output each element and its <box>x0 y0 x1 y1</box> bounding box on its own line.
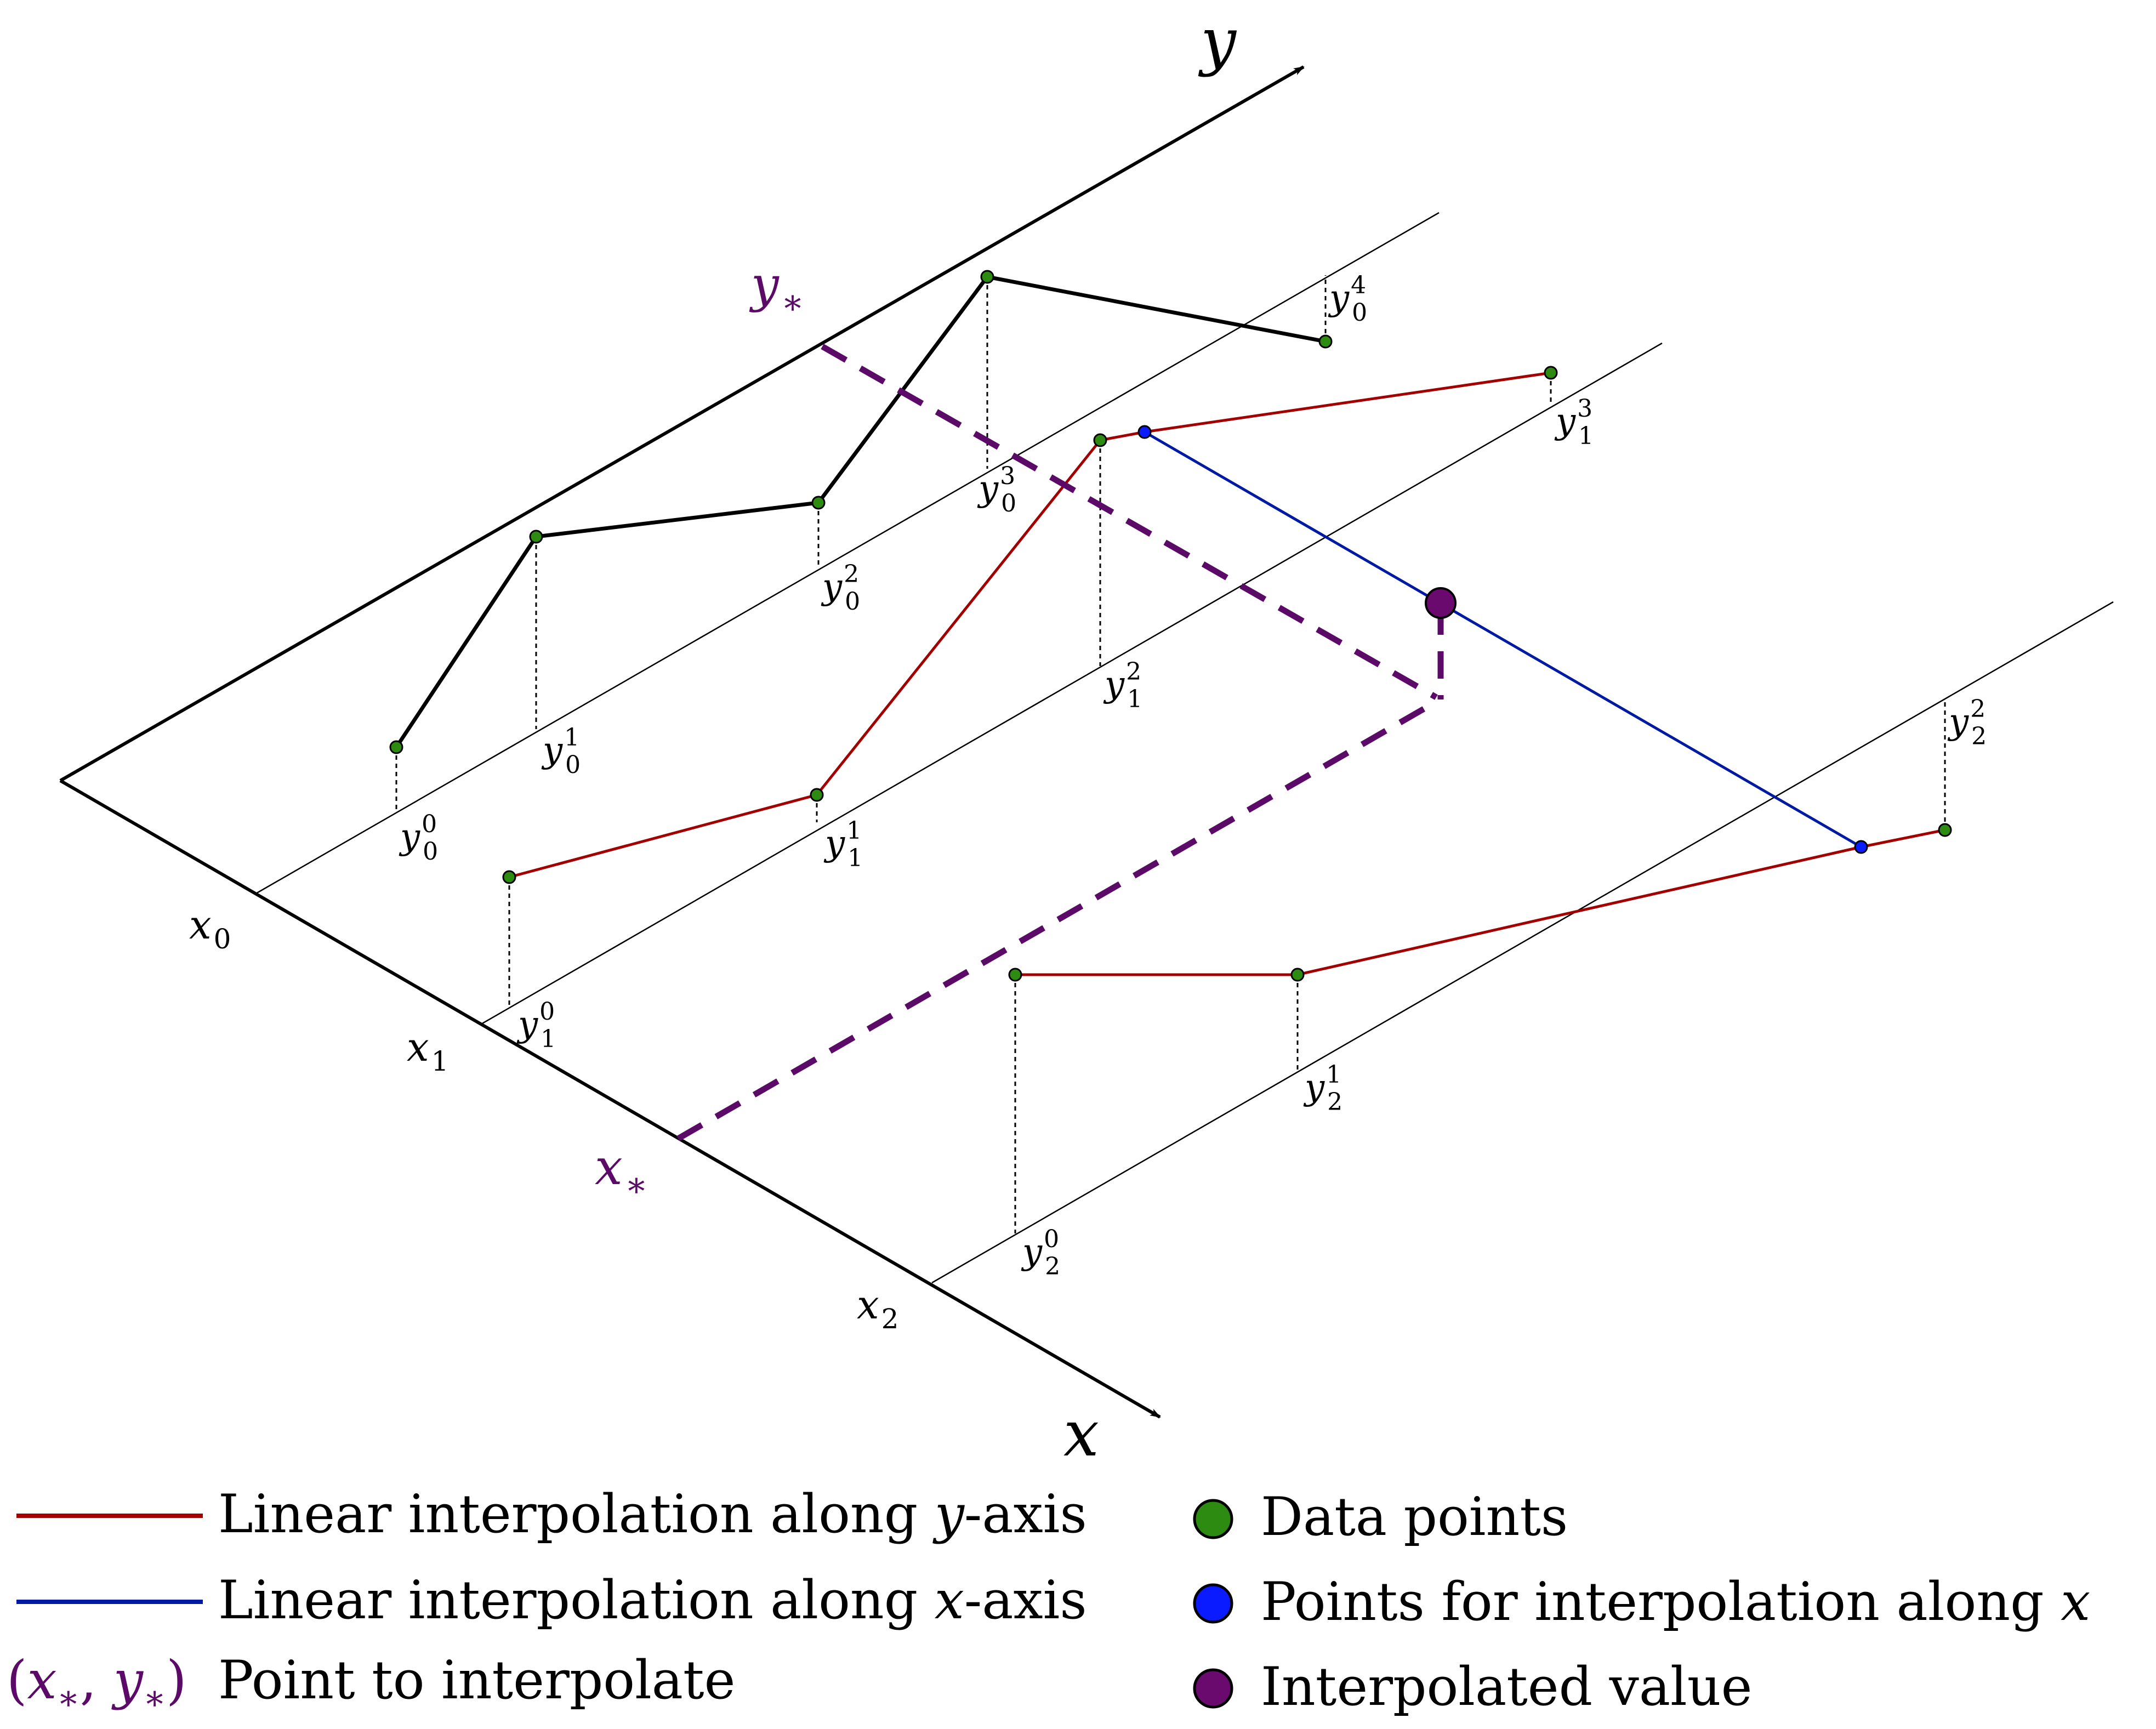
point-label: y2 0 <box>821 560 860 616</box>
data-point <box>529 530 543 544</box>
x-interp-points <box>1137 425 1868 854</box>
data-point <box>1093 433 1107 447</box>
point-label: y1 0 <box>541 724 581 779</box>
point-label: y2 1 <box>1103 658 1142 713</box>
row-line-x1 <box>481 342 1663 1025</box>
blue-x-interpolation-line <box>1144 430 1862 849</box>
point-label: y0 2 <box>1021 1225 1060 1281</box>
point-label: y1 2 <box>1303 1061 1342 1116</box>
legend-purple-dot <box>1193 1668 1233 1709</box>
row-label-x1: x1 <box>407 1024 448 1077</box>
data-point <box>389 740 403 754</box>
row-label-x0: x0 <box>189 902 231 955</box>
point-label: y2 2 <box>1947 695 1987 750</box>
data-point <box>810 788 824 802</box>
legend: Linear interpolation along y-axis Linear… <box>7 1483 2090 1717</box>
y-axis-line <box>59 65 1305 782</box>
data-point <box>811 496 826 510</box>
point-label: y0 0 <box>399 810 438 866</box>
point-labels: y0 0 y1 0 y2 0 y3 0 y4 0 y0 1 y1 1 y2 1 y3 1 y0 2 … <box>399 271 1987 1281</box>
drop-lines <box>395 275 1946 1233</box>
data-point <box>1544 366 1558 380</box>
legend-blue-dot-label: Points for interpolation along x <box>1261 1571 2090 1633</box>
y-axis-label: y <box>1198 5 1237 78</box>
point-label: y4 0 <box>1328 271 1367 327</box>
legend-purple-dot-label: Interpolated value <box>1261 1656 1752 1717</box>
data-point <box>1290 968 1305 982</box>
row-line-x0 <box>254 212 1440 895</box>
row-x2-red-line <box>1015 828 1945 976</box>
row-line-x2 <box>931 601 2114 1284</box>
interpolated-value-point <box>1425 587 1457 619</box>
y-star-label: y∗ <box>749 256 804 322</box>
point-label: y1 1 <box>823 817 863 872</box>
data-point <box>1318 334 1333 349</box>
legend-red-line-label: Linear interpolation along y-axis <box>218 1483 1087 1545</box>
legend-blue-dot <box>1193 1583 1233 1624</box>
x-axis-line <box>59 779 1161 1419</box>
data-points <box>389 270 1952 982</box>
legend-green-dot <box>1193 1499 1233 1539</box>
legend-point-label: Point to interpolate <box>218 1650 735 1711</box>
x-star-label: x∗ <box>595 1139 648 1204</box>
data-point <box>980 270 994 284</box>
row-label-x2: x2 <box>857 1282 898 1335</box>
interp-guides <box>676 344 1444 1141</box>
point-label: y0 1 <box>516 998 556 1053</box>
data-point <box>1008 968 1022 982</box>
blue-point <box>1137 425 1152 439</box>
blue-point <box>1854 840 1868 854</box>
data-point <box>1938 823 1952 837</box>
legend-green-dot-label: Data points <box>1261 1486 1568 1548</box>
legend-blue-line-label: Linear interpolation along x-axis <box>218 1569 1087 1631</box>
data-point <box>502 870 516 884</box>
point-label: y3 0 <box>977 462 1016 517</box>
point-label: y3 1 <box>1554 395 1594 450</box>
legend-point-symbol: (x∗, y∗) <box>7 1650 187 1717</box>
x-axis-label: x <box>1063 1397 1099 1471</box>
